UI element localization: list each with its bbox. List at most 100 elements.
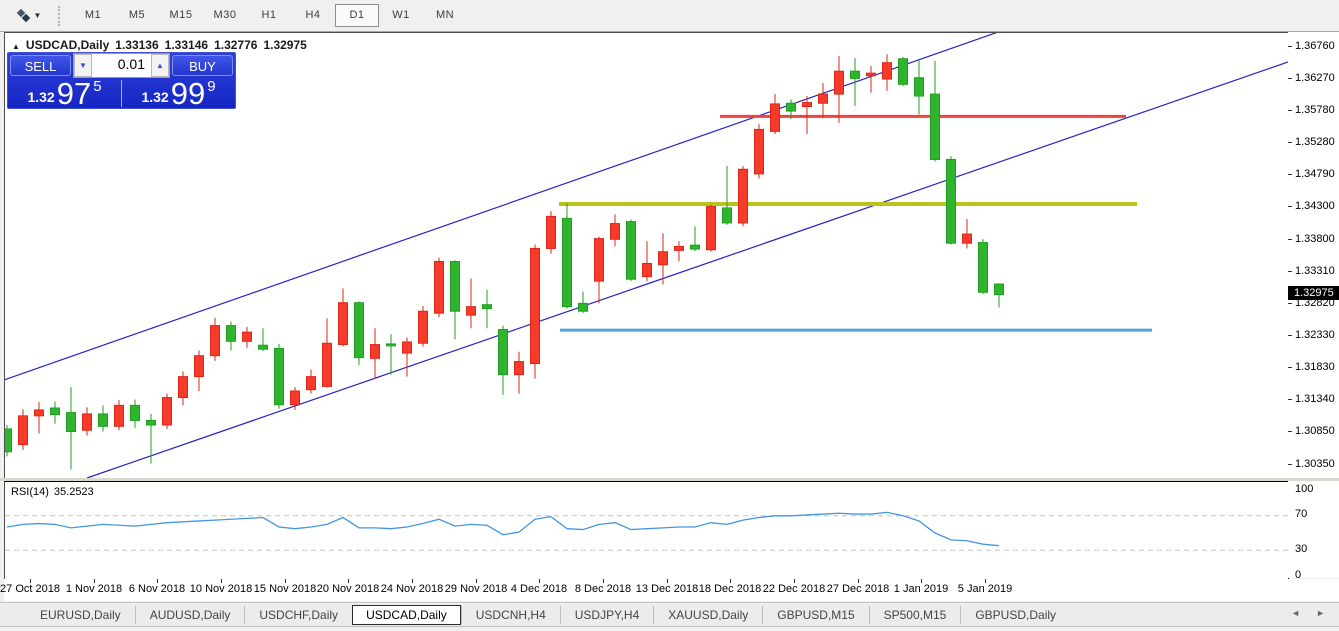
date-tick — [858, 579, 859, 583]
timeframe-button-mn[interactable]: MN — [435, 9, 455, 21]
volume-input[interactable]: 0.01 — [92, 54, 151, 77]
price-tick — [1288, 367, 1292, 368]
price-tick — [1288, 464, 1292, 465]
buy-price-big: 99 — [170, 76, 206, 111]
pane-splitter[interactable] — [0, 478, 1339, 481]
current-price-marker: 1.32975 — [1288, 286, 1339, 300]
date-axis-label: 4 Dec 2018 — [510, 583, 568, 595]
buy-button[interactable]: BUY — [172, 55, 233, 76]
buy-price[interactable]: 1.32 99 9 — [122, 78, 235, 109]
date-axis-label: 20 Nov 2018 — [316, 583, 380, 595]
date-axis-label: 22 Dec 2018 — [762, 583, 826, 595]
price-tick — [1288, 271, 1292, 272]
price-tick — [1288, 46, 1292, 47]
price-axis-label: 1.33800 — [1295, 233, 1335, 245]
rsi-label: RSI(14) 35.2523 — [11, 486, 94, 498]
date-tick — [667, 579, 668, 583]
chart-tab-xauusd-daily[interactable]: XAUUSD,Daily — [653, 605, 762, 624]
date-axis-label: 5 Jan 2019 — [957, 583, 1013, 595]
volume-increase-button[interactable]: ▲ — [151, 54, 169, 77]
timeframe-button-h4[interactable]: H4 — [305, 9, 321, 21]
chart-tab-gbpusd-daily[interactable]: GBPUSD,Daily — [960, 605, 1070, 624]
ohlc-low: 1.32776 — [214, 38, 258, 52]
chart-title: ▲ USDCAD,Daily 1.33136 1.33146 1.32776 1… — [12, 38, 307, 52]
candlestick-periods-icon — [16, 8, 30, 22]
date-tick — [794, 579, 795, 583]
collapse-triangle-icon[interactable]: ▲ — [12, 42, 20, 51]
date-tick — [157, 579, 158, 583]
timeframe-button-d1[interactable]: D1 — [335, 4, 379, 27]
date-tick — [285, 579, 286, 583]
price-axis-label: 1.33310 — [1295, 265, 1335, 277]
toolbar-grip[interactable] — [58, 5, 63, 26]
timeframe-button-m30[interactable]: M30 — [213, 9, 237, 21]
date-tick — [476, 579, 477, 583]
rsi-axis-label: 0 — [1295, 569, 1302, 581]
price-tick — [1288, 174, 1292, 175]
chart-tab-sp500-m15[interactable]: SP500,M15 — [868, 605, 961, 624]
sell-button[interactable]: SELL — [10, 55, 71, 76]
date-tick — [985, 579, 986, 583]
price-tick — [1288, 303, 1292, 304]
timeframe-button-m1[interactable]: M1 — [84, 9, 102, 21]
buy-price-pip: 9 — [207, 78, 216, 95]
symbol-name: USDCAD,Daily — [25, 38, 110, 52]
chart-tab-usdchf-daily[interactable]: USDCHF,Daily — [244, 605, 352, 624]
date-axis-label: 13 Dec 2018 — [635, 583, 699, 595]
date-axis-label: 6 Nov 2018 — [128, 583, 186, 595]
price-tick — [1288, 431, 1292, 432]
timeframe-button-m5[interactable]: M5 — [128, 9, 146, 21]
price-axis-label: 1.31830 — [1295, 361, 1335, 373]
price-tick — [1288, 335, 1292, 336]
scroll-left-icon[interactable]: ◄ — [1291, 608, 1301, 618]
price-axis[interactable]: 1.36760 1.36270 1.35780 1.35280 1.34790 1.343… — [1288, 32, 1339, 478]
price-tick — [1288, 110, 1292, 111]
chart-tab-bar: EURUSD,Daily AUDUSD,Daily USDCHF,Daily USDC… — [0, 602, 1339, 626]
date-axis-label: 10 Nov 2018 — [189, 583, 253, 595]
tab-scroll-buttons: ◄ ► — [1291, 608, 1325, 618]
timeframe-button-m15[interactable]: M15 — [169, 9, 193, 21]
scroll-right-icon[interactable]: ► — [1316, 608, 1325, 618]
date-tick — [539, 579, 540, 583]
timeframe-toolbar: ▼ M1 M5 M15 M30 H1 H4 D1 W1 MN — [0, 0, 1339, 32]
chart-tab-gbpusd-m15[interactable]: GBPUSD,M15 — [762, 605, 868, 624]
sell-price[interactable]: 1.32 97 5 — [8, 78, 121, 109]
rsi-axis-label: 30 — [1295, 543, 1308, 555]
chart-tab-audusd-daily[interactable]: AUDUSD,Daily — [134, 605, 245, 624]
price-chart-pane[interactable]: ▲ USDCAD,Daily 1.33136 1.33146 1.32776 1… — [4, 32, 1289, 479]
date-axis-label: 27 Oct 2018 — [0, 583, 60, 595]
price-axis-label: 1.35780 — [1295, 104, 1335, 116]
date-axis-label: 15 Nov 2018 — [253, 583, 317, 595]
date-axis-label: 1 Jan 2019 — [893, 583, 949, 595]
timeframe-button-h1[interactable]: H1 — [261, 9, 277, 21]
one-click-trading-panel: SELL ▼ 0.01 ▲ BUY 1.32 97 5 1.32 99 — [7, 52, 236, 109]
rsi-chart — [5, 511, 1288, 551]
price-tick — [1288, 399, 1292, 400]
chart-tab-eurusd-daily[interactable]: EURUSD,Daily — [40, 607, 121, 622]
date-tick — [603, 579, 604, 583]
price-tick — [1288, 239, 1292, 240]
rsi-name: RSI(14) — [11, 486, 49, 498]
sell-price-prefix: 1.32 — [27, 89, 55, 105]
ohlc-close: 1.32975 — [263, 38, 307, 52]
date-axis-label: 1 Nov 2018 — [65, 583, 123, 595]
price-axis-label: 1.36760 — [1295, 40, 1335, 52]
volume-stepper: ▼ 0.01 ▲ — [73, 53, 170, 78]
price-tick — [1288, 206, 1292, 207]
price-axis-label: 1.34300 — [1295, 200, 1335, 212]
symbols-dropdown-button[interactable]: ▼ — [10, 4, 46, 28]
candlestick-chart[interactable] — [5, 33, 1288, 479]
chart-tab-usdcnh-h4[interactable]: USDCNH,H4 — [460, 605, 560, 624]
date-axis[interactable]: 27 Oct 2018 1 Nov 2018 6 Nov 2018 10 Nov 20… — [0, 579, 1339, 601]
chart-tab-usdcad-daily[interactable]: USDCAD,Daily — [352, 604, 461, 625]
price-axis-label: 1.35280 — [1295, 136, 1335, 148]
timeframe-button-w1[interactable]: W1 — [392, 9, 410, 21]
sell-price-pip: 5 — [93, 78, 102, 95]
chart-tab-usdjpy-h4[interactable]: USDJPY,H4 — [559, 605, 653, 624]
ohlc-high: 1.33146 — [164, 38, 209, 52]
volume-decrease-button[interactable]: ▼ — [74, 54, 92, 77]
date-tick — [921, 579, 922, 583]
price-tick — [1288, 78, 1292, 79]
rsi-indicator-pane[interactable]: RSI(14) 35.2523 — [4, 481, 1289, 580]
rsi-axis[interactable]: 100 70 30 0 — [1288, 481, 1339, 581]
